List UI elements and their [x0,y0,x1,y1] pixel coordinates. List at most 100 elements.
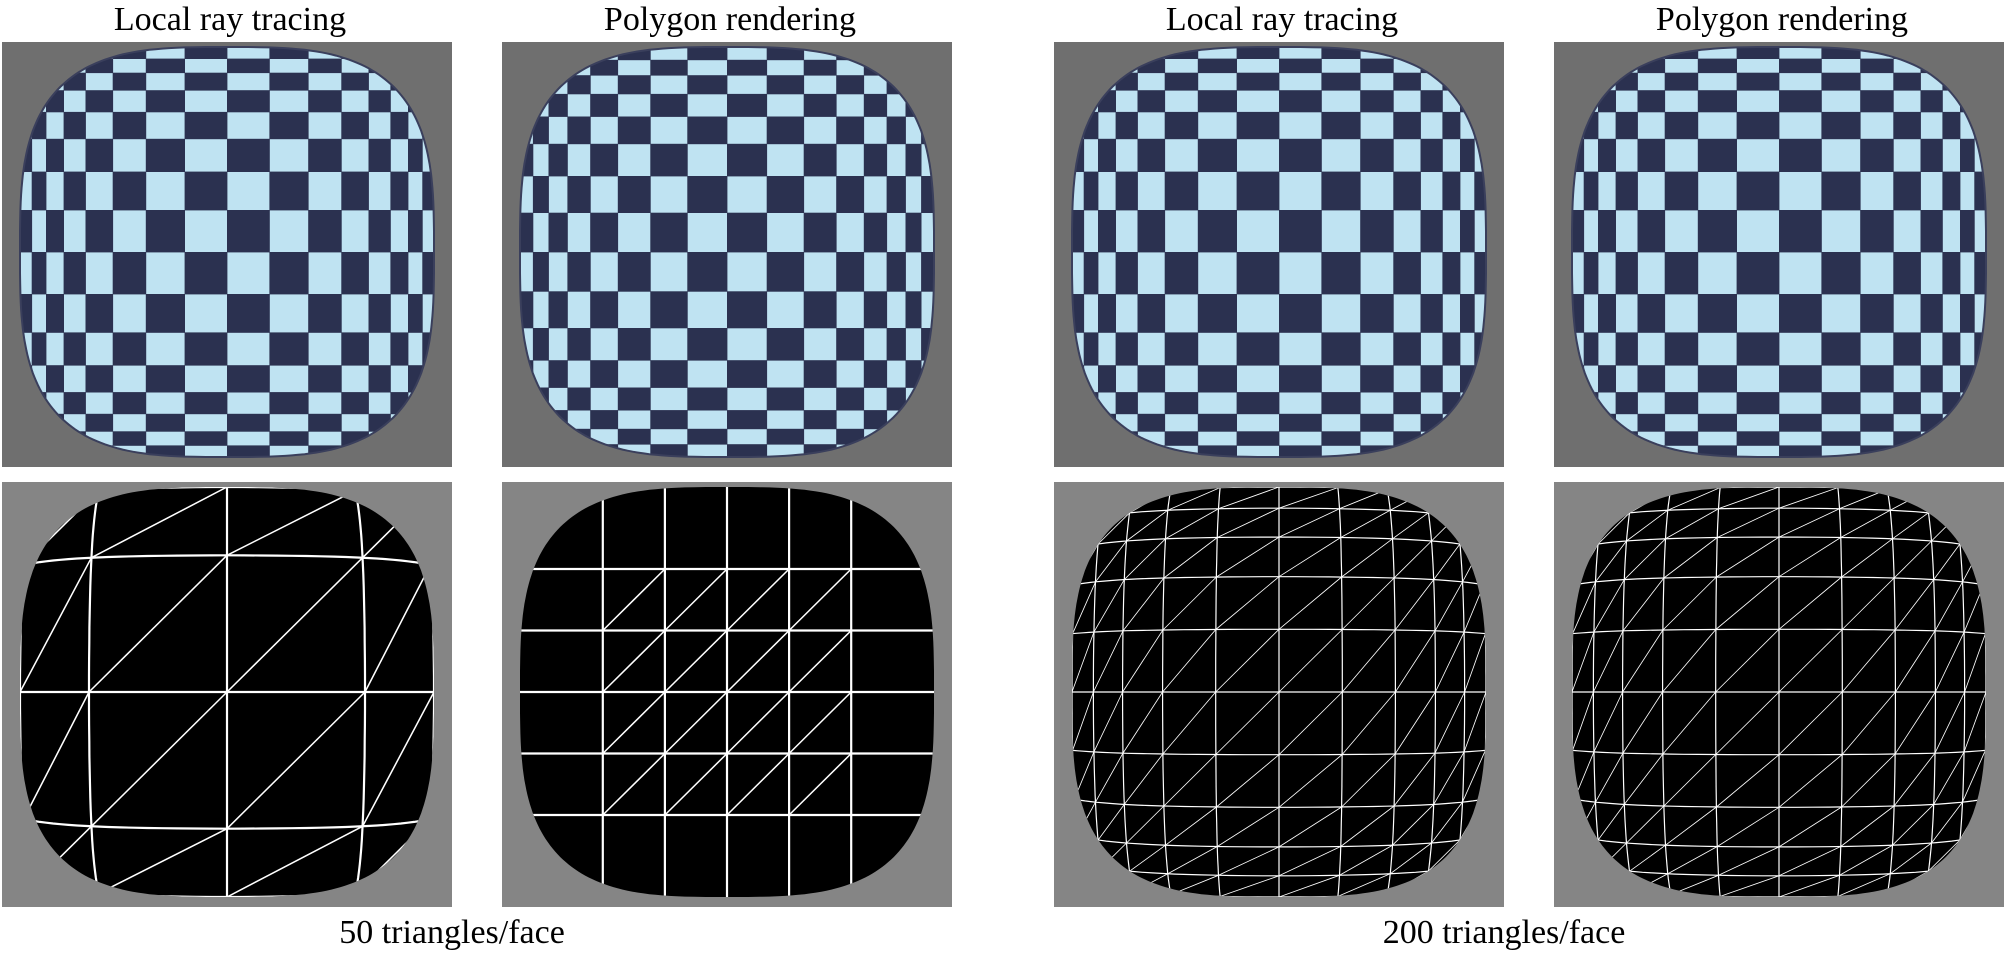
checker-cell [1393,392,1421,415]
wire-diagonal [1934,581,1963,632]
wire-diagonal [1395,630,1436,693]
checker-cell [227,138,270,172]
wire-diagonal [1629,844,1666,872]
wire-diagonal [1928,839,1961,872]
wire-diagonal [1093,630,1124,693]
checker-cell [1779,90,1822,113]
checker-cell [85,365,114,393]
wire-diagonal [1840,509,1891,538]
checker-panel-200-ray [1054,42,1504,467]
wire-diagonal [1428,839,1461,872]
checker-cell [1664,392,1699,415]
checker-cell [1736,171,1780,211]
checker-cell [390,171,409,211]
checker-cell [1697,210,1737,253]
checker-cell [1920,294,1943,333]
checker-cell [408,138,423,172]
column-title-3: Local ray tracing [1165,1,1399,38]
checker-cell [803,143,837,177]
wire-diagonal [1393,540,1432,579]
checker-cell [85,210,114,253]
wireframe-render-200-polygon [1554,482,2004,907]
checker-cell [1098,365,1116,393]
checker-cell [1779,365,1822,393]
checker-cell [184,332,228,366]
wire-diagonal [1841,691,1896,755]
checker-cell [1920,90,1943,113]
checker-cell [341,111,369,140]
checker-cell [1115,171,1138,211]
checker-cell [1321,332,1361,366]
checker-cell [422,252,434,295]
wire-diagonal [1215,691,1280,755]
wire-diagonal [1126,805,1165,844]
checker-cell [1960,210,1975,253]
checker-cell [1137,90,1166,113]
wire-diagonal [1215,576,1280,630]
checker-cell [341,72,369,91]
wire-diagonal [1717,806,1780,847]
wire-diagonal [1462,750,1486,803]
wire-diagonal [1278,487,1339,509]
checker-cell [1779,138,1822,172]
checker-cell [85,138,114,172]
checker-cell [269,72,309,91]
checker-cell [766,75,805,95]
checker-cell [1637,413,1666,432]
wire-diagonal [1893,540,1932,579]
wire-diagonal [1593,630,1624,693]
checker-cell [1164,171,1199,211]
checker-cell [308,210,342,253]
checker-cell [390,252,409,295]
wire-diagonal [1597,512,1630,545]
wire-diagonal [1663,537,1718,579]
wire-diagonal [1097,804,1125,841]
wire-diagonal [1718,487,1780,510]
checker-cell [590,212,619,253]
checker-cell [1779,58,1822,74]
checker-cell [836,252,865,292]
checker-cell [269,392,309,415]
checker-cell [1942,252,1961,295]
checker-cell [1083,332,1099,366]
checker-cell [1197,138,1237,172]
wire-diagonal [1572,631,1595,693]
wire-diagonal [1716,754,1780,808]
checker-cell [63,171,86,211]
checker-cell [1736,47,1780,59]
checker-cell [1279,445,1322,457]
checker-cell [520,291,534,329]
checker-panel-50-ray [2,42,452,467]
wire-diagonal [1341,629,1396,693]
wire-diagonal [1626,509,1669,542]
checker-cell [1197,445,1237,457]
object-outline [1571,46,1987,458]
checker-cell [687,387,728,411]
wire-diagonal [1393,752,1436,807]
wire-diagonal [664,629,728,693]
wire-diagonal [1167,487,1221,511]
wire-diagonal [1216,754,1280,808]
wire-diagonal [1963,691,1986,753]
checker-cell [1615,252,1638,295]
checker-cell [408,294,423,333]
checker-render-50-polygon [502,42,952,467]
checker-cell [1360,58,1394,74]
checker-cell [184,252,228,295]
checker-cell [567,387,591,411]
checker-cell [590,143,619,177]
checker-cell [1821,252,1861,295]
checker-cell [1360,138,1394,172]
wire-diagonal [602,752,666,816]
checker-cell [650,212,688,253]
checker-cell [1920,365,1943,393]
checker-cell [1083,252,1099,295]
wire-diagonal [1337,873,1391,897]
checker-cell [863,212,888,253]
checker-cell [1821,72,1861,91]
checker-cell [1360,210,1394,253]
wire-diagonal [1622,691,1663,754]
wire-diagonal [1935,631,1965,693]
wire-diagonal [1278,874,1340,897]
checker-cell [1664,72,1699,91]
